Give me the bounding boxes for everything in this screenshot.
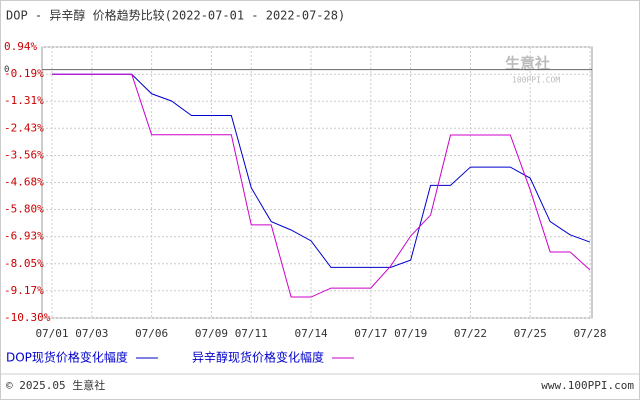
x-tick-label: 07/01: [35, 327, 68, 340]
x-tick-label: 07/06: [135, 327, 168, 340]
y-tick-label: -6.93%: [4, 230, 44, 243]
x-tick-label: 07/09: [195, 327, 228, 340]
legend-label: DOP现货价格变化幅度: [6, 350, 128, 365]
y-tick-label: -3.56%: [4, 148, 44, 161]
y-tick-label: -5.80%: [4, 203, 44, 216]
x-tick-label: 07/14: [294, 327, 327, 340]
y-tick-label: -2.43%: [4, 121, 44, 134]
x-tick-label: 07/03: [75, 327, 108, 340]
y-tick-label: -10.30%: [4, 311, 51, 324]
legend-label: 异辛醇现货价格变化幅度: [192, 350, 324, 365]
series-line: [52, 73, 591, 298]
y-tick-label: -0.19%: [4, 67, 44, 80]
y-tick-label: -9.17%: [4, 284, 44, 297]
footer-left: © 2025.05 生意社: [6, 378, 105, 392]
y-tick-label: 0.94%: [4, 40, 37, 53]
chart-title: DOP - 异辛醇 价格趋势比较(2022-07-01 - 2022-07-28…: [6, 8, 345, 23]
y-tick-label: -1.31%: [4, 94, 44, 107]
x-tick-label: 07/17: [354, 327, 387, 340]
x-tick-label: 07/11: [235, 327, 268, 340]
y-tick-label: -4.68%: [4, 176, 44, 189]
footer-right: www.100PPI.com: [541, 379, 634, 392]
x-tick-label: 07/22: [454, 327, 487, 340]
watermark-sub: 100PPI.COM: [512, 76, 560, 85]
watermark: 生意社: [505, 55, 550, 73]
zero-label: 0: [4, 65, 9, 75]
x-tick-label: 07/25: [514, 327, 547, 340]
x-tick-label: 07/28: [573, 327, 606, 340]
series-line: [52, 73, 591, 268]
y-tick-label: -8.05%: [4, 257, 44, 270]
x-tick-label: 07/19: [394, 327, 427, 340]
